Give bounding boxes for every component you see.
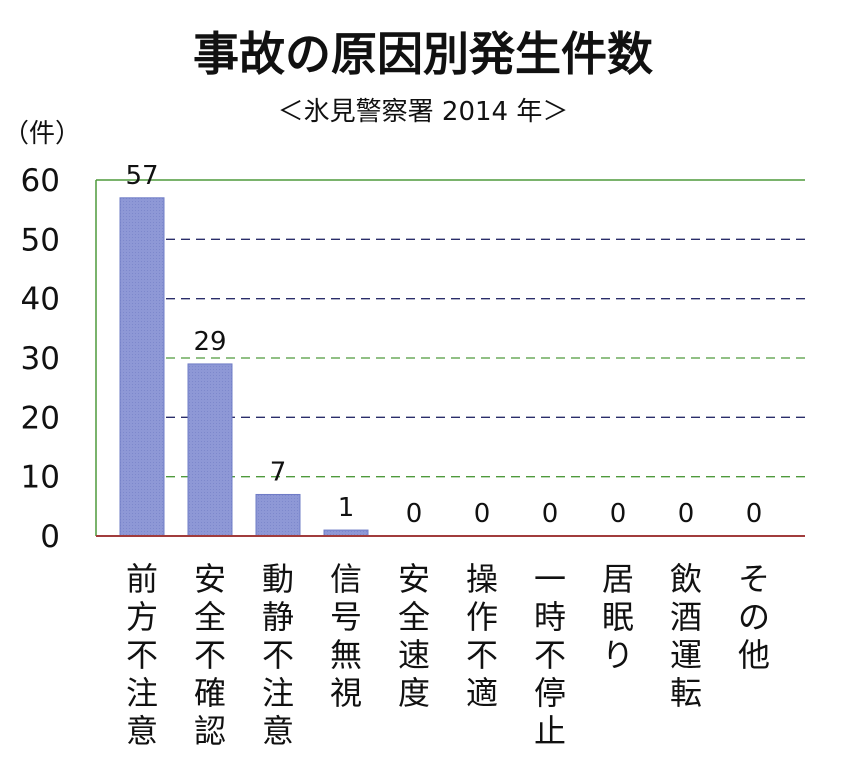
chart-subtitle: ＜氷見警察署 2014 年＞	[278, 97, 569, 127]
x-category-label-1: 前方不注意	[126, 560, 158, 750]
y-tick-label-20: 20	[21, 400, 60, 436]
x-category-label-5: 安全速度	[398, 560, 430, 712]
grid-lines	[95, 179, 805, 536]
x-category-label-3: 動静不注意	[262, 560, 294, 750]
data-label-5: 0	[406, 499, 423, 529]
bar-3	[255, 493, 301, 537]
data-labels: 57 29 7 1 0 0 0 0 0 0	[125, 161, 762, 529]
y-axis-unit-label: （件）	[3, 119, 81, 149]
x-category-label-8: 居眠り	[602, 560, 634, 674]
y-tick-label-30: 30	[21, 341, 60, 377]
data-label-8: 0	[610, 499, 627, 529]
data-label-1: 57	[125, 161, 158, 191]
data-label-7: 0	[542, 499, 559, 529]
bars	[96, 197, 805, 537]
y-tick-label-10: 10	[21, 460, 60, 496]
y-tick-label-40: 40	[21, 282, 60, 318]
data-label-2: 29	[193, 327, 226, 357]
y-tick-label-50: 50	[21, 222, 60, 258]
y-tick-label-0: 0	[40, 519, 60, 555]
bar-1	[119, 197, 165, 537]
x-category-label-10: その他	[738, 560, 770, 674]
data-label-6: 0	[474, 499, 491, 529]
x-category-label-7: 一時不停止	[534, 560, 566, 750]
data-label-9: 0	[678, 499, 695, 529]
data-label-10: 0	[746, 499, 763, 529]
x-category-label-4: 信号無視	[330, 560, 362, 712]
x-category-label-9: 飲酒運転	[670, 560, 702, 712]
data-label-3: 7	[270, 457, 287, 487]
y-tick-label-60: 60	[21, 163, 60, 199]
x-axis-categories: 前方不注意 安全不確認 動静不注意 信号無視 安全速度 操作不適 一時不停止 居眠り 飲酒運転 そ…	[126, 560, 770, 750]
bar-2	[187, 363, 233, 537]
data-label-4: 1	[338, 493, 355, 523]
x-category-label-2: 安全不確認	[194, 560, 226, 750]
y-axis-ticks: 0 10 20 30 40 50 60	[21, 163, 60, 555]
x-category-label-6: 操作不適	[466, 560, 498, 712]
chart-title: 事故の原因別発生件数	[193, 27, 653, 81]
